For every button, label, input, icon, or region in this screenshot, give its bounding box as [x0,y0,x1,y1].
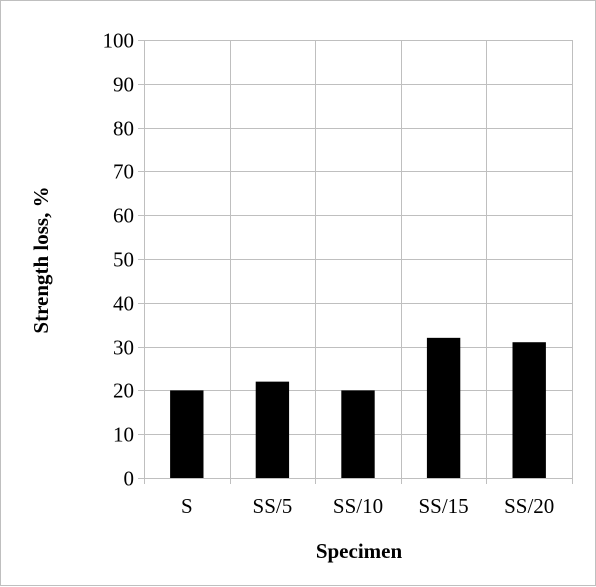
bar-ss-10 [341,390,375,478]
x-axis-title: Specimen [316,539,403,563]
x-tick-labels: S SS/5 SS/10 SS/15 SS/20 [181,494,554,518]
y-tick-label: 90 [113,73,134,97]
y-tick-label: 60 [113,204,134,228]
x-tick-label: SS/20 [504,494,554,518]
y-tick-label: 30 [113,336,134,360]
x-tick-label: SS/15 [418,494,468,518]
y-tick-label: 10 [113,423,134,447]
x-tick-label: SS/10 [333,494,383,518]
y-tick-label: 50 [113,248,134,272]
bar-s [170,390,204,478]
bars [170,337,546,478]
axes [138,40,572,479]
y-tick-label: 40 [113,292,134,316]
bar-ss-15 [426,337,461,478]
y-tick-label: 20 [113,379,134,403]
bar-ss-5 [255,381,290,478]
y-tick-labels: 0 10 20 30 40 50 60 70 80 90 100 [103,29,135,491]
y-tick-label: 70 [113,160,134,184]
y-tick-label: 100 [103,29,135,53]
bar-ss-20 [512,342,546,478]
x-tick-label: S [181,494,193,518]
x-tick-label: SS/5 [253,494,293,518]
y-tick-label: 0 [124,467,135,491]
y-tick-label: 80 [113,117,134,141]
y-axis-title: Strength loss, % [29,186,53,333]
